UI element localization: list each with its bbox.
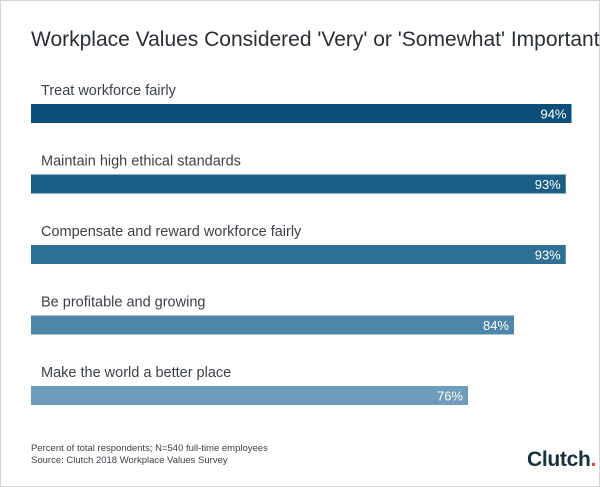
bar [31,315,514,335]
bar [31,174,566,194]
footnote-sample: Percent of total respondents; N=540 full… [31,443,268,454]
clutch-logo: Clutch. [527,448,596,472]
chart-title: Workplace Values Considered 'Very' or 'S… [31,28,600,51]
bar-value-label: 93% [535,177,561,192]
category-label: Be profitable and growing [41,295,205,311]
category-label: Treat workforce fairly [41,83,177,99]
logo-text: Clutch [527,448,591,471]
logo-dot: . [590,448,597,471]
category-label: Maintain high ethical standards [41,154,241,170]
footnote-source: Source: Clutch 2018 Workplace Values Sur… [31,455,228,466]
bar-value-label: 84% [483,318,509,333]
bar [31,386,468,405]
bar-value-label: 76% [437,389,463,404]
bar [31,104,572,123]
category-label: Compensate and reward workforce fairly [41,224,302,240]
bar [31,245,566,264]
footnote: Percent of total respondents; N=540 full… [31,443,268,467]
category-label: Make the world a better place [41,365,231,381]
bar-value-label: 93% [535,248,561,263]
bar-value-label: 94% [540,107,566,122]
